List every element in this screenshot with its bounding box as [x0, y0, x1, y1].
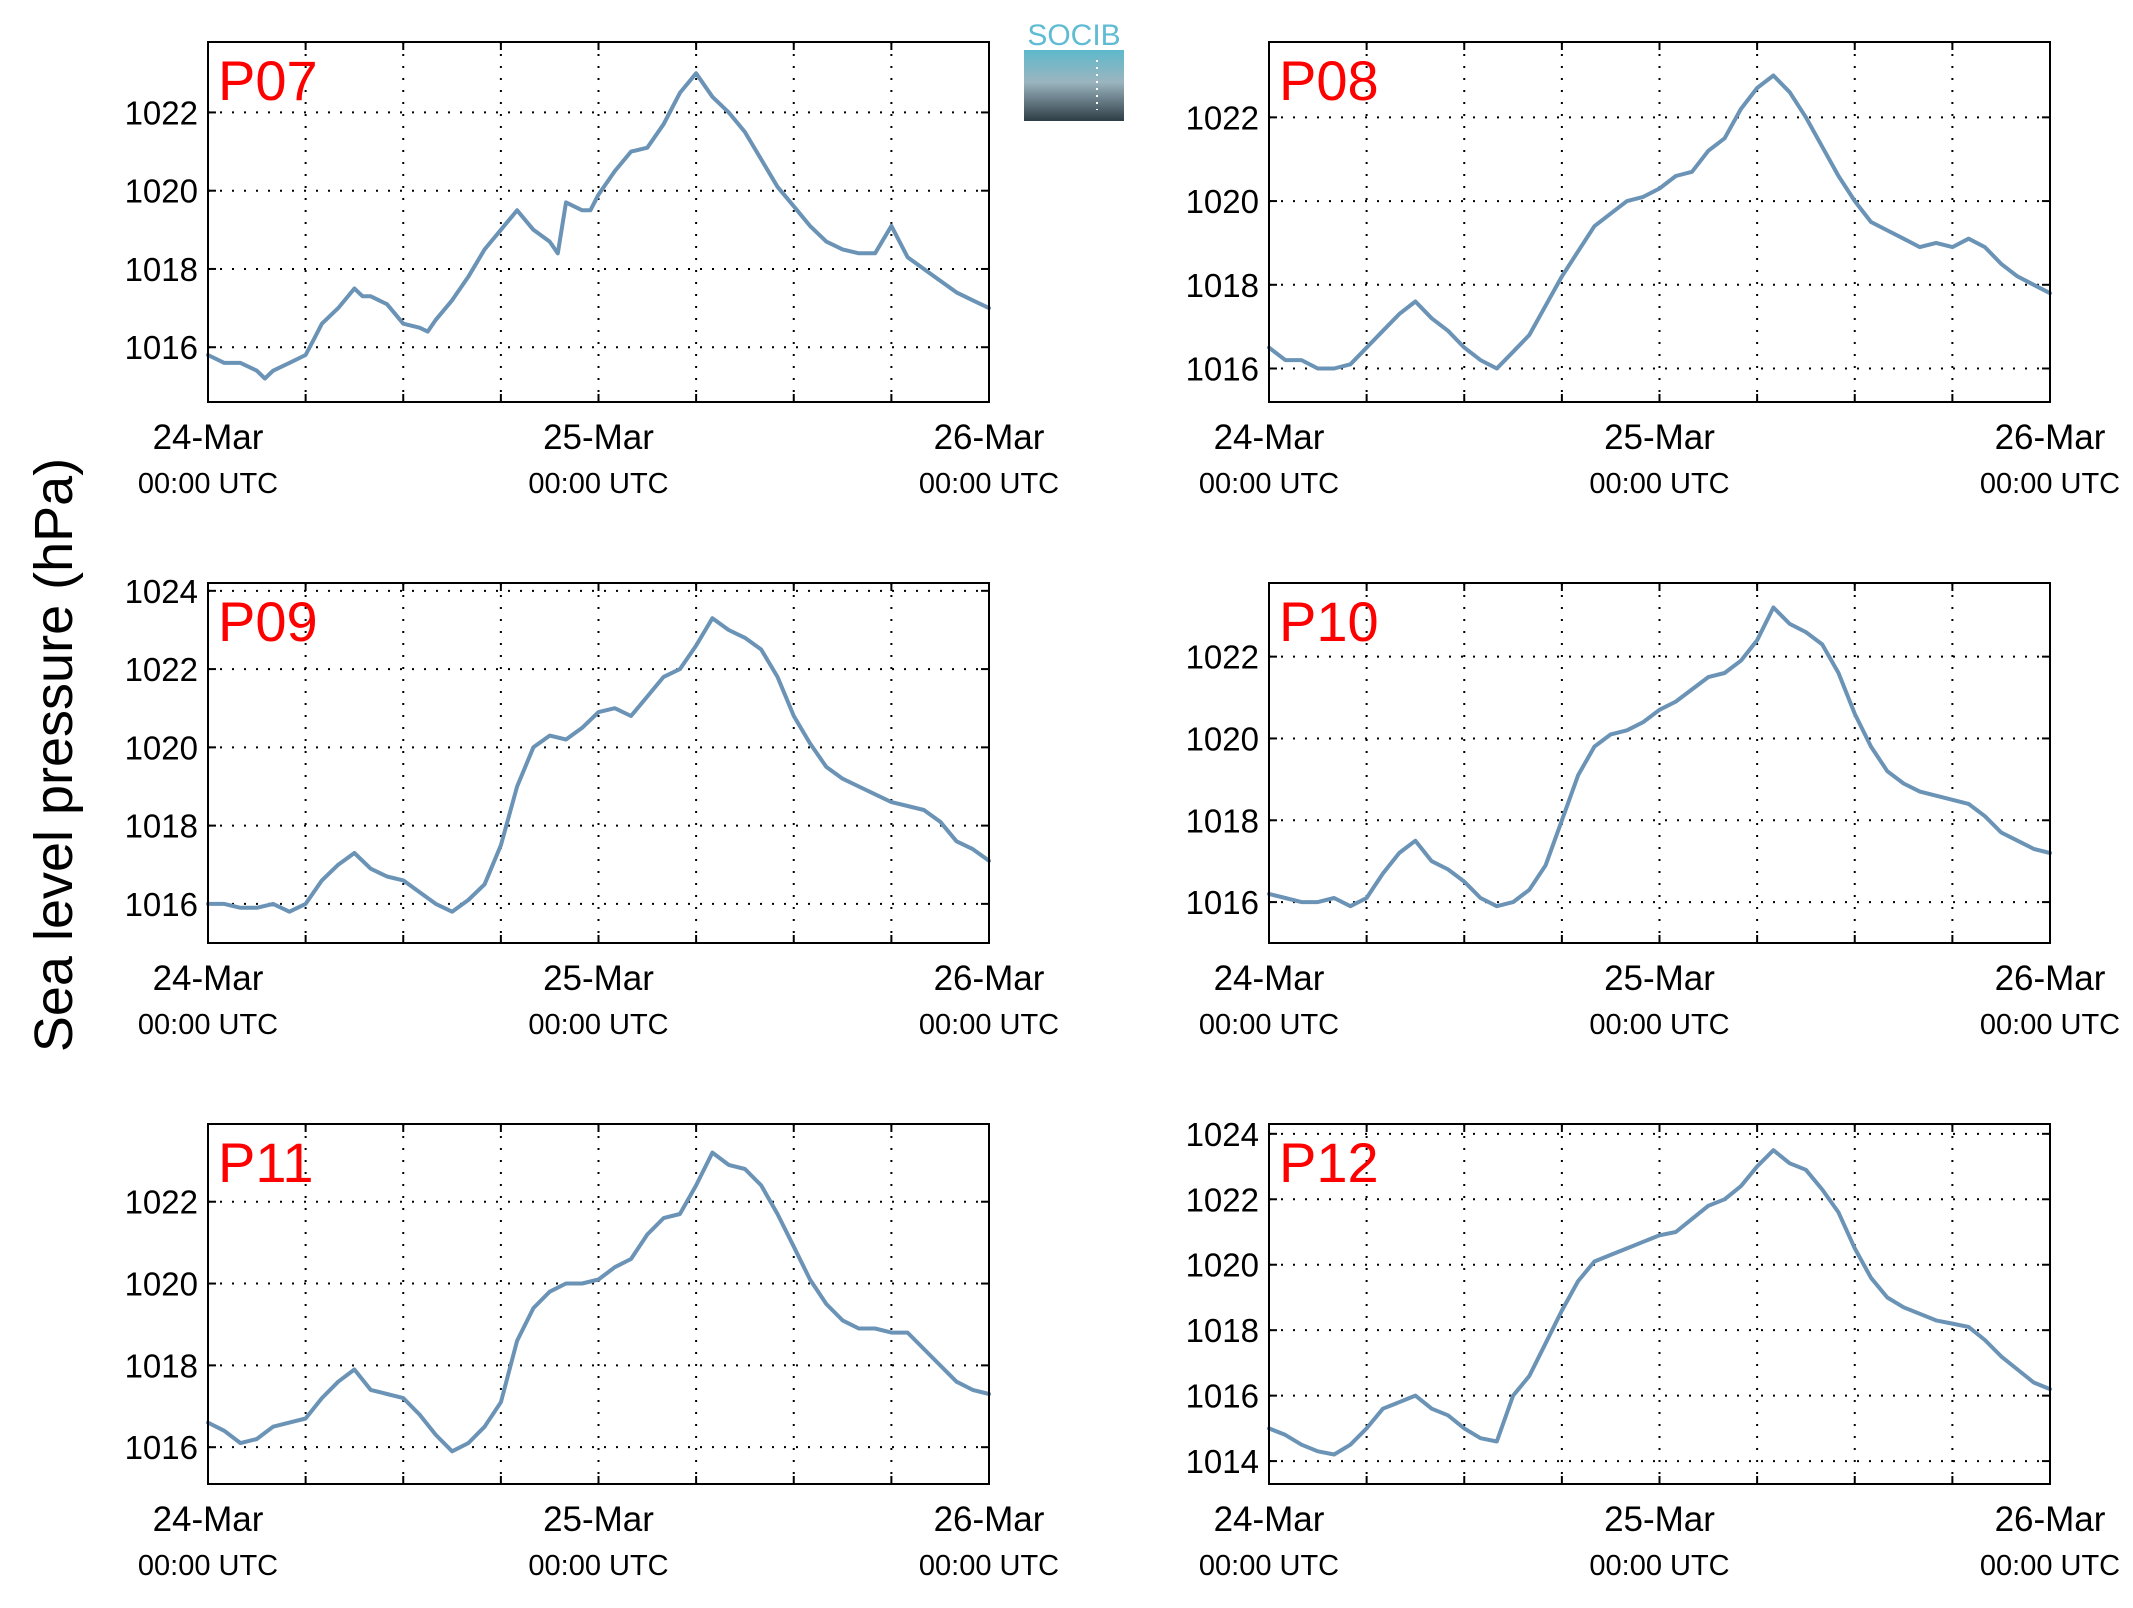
x-tick-label-day: 25-Mar [1604, 1500, 1715, 1539]
x-tick-label-time: 00:00 UTC [1199, 1550, 1339, 1582]
x-tick-label-day: 26-Mar [1995, 1500, 2106, 1539]
x-tick-label-time: 00:00 UTC [919, 1009, 1059, 1041]
series-line-p11 [206, 1150, 991, 1454]
series-line-p10 [1267, 605, 2052, 909]
x-tick-label-day: 24-Mar [1214, 959, 1325, 998]
chart-panel-p07: 1016 1018 1020 1022 P07 24-Mar 00:00 UTC 25-Mar… [125, 41, 1059, 500]
x-tick-label-day: 26-Mar [934, 959, 1045, 998]
axes-frame [207, 582, 990, 944]
y-tick-label: 1016 [125, 886, 198, 923]
x-tick-label-day: 25-Mar [1604, 418, 1715, 457]
y-tick-label: 1018 [1186, 802, 1259, 839]
x-tick-label-day: 24-Mar [153, 959, 264, 998]
x-tick-label-time: 00:00 UTC [1199, 468, 1339, 500]
x-tick-label-day: 25-Mar [1604, 959, 1715, 998]
x-tick-label-time: 00:00 UTC [528, 1009, 668, 1041]
y-axis-label: Sea level pressure (hPa) [24, 458, 84, 1052]
y-tick-label: 1016 [1186, 884, 1259, 921]
socib-logo: SOCIB [1024, 19, 1124, 121]
y-tick-label: 1018 [1186, 1312, 1259, 1349]
x-tick-label-day: 25-Mar [543, 1500, 654, 1539]
x-tick-label-day: 24-Mar [1214, 1500, 1325, 1539]
y-tick-label: 1022 [125, 94, 198, 131]
x-tick-label-time: 00:00 UTC [528, 1550, 668, 1582]
y-tick-label: 1018 [125, 251, 198, 288]
chart-panel-p08: 1016 1018 1020 1022 P08 24-Mar 00:00 UTC 25-Mar… [1186, 41, 2120, 500]
y-tick-label: 1014 [1186, 1443, 1259, 1480]
y-tick-label: 1016 [125, 329, 198, 366]
x-tick-label-time: 00:00 UTC [919, 1550, 1059, 1582]
x-tick-label-time: 00:00 UTC [138, 468, 278, 500]
panel-title: P12 [1279, 1131, 1379, 1194]
y-tick-label: 1020 [125, 1266, 198, 1303]
y-tick-label: 1020 [1186, 1247, 1259, 1284]
x-tick-label-time: 00:00 UTC [1589, 468, 1729, 500]
y-tick-label: 1022 [1186, 639, 1259, 676]
y-tick-label: 1022 [1186, 99, 1259, 136]
y-tick-label: 1016 [125, 1429, 198, 1466]
axes-frame [1268, 582, 2051, 944]
x-tick-label-time: 00:00 UTC [1199, 1009, 1339, 1041]
axes-frame [1268, 41, 2051, 403]
y-tick-label: 1018 [1186, 267, 1259, 304]
x-tick-label-day: 25-Mar [543, 959, 654, 998]
panel-title: P09 [218, 590, 318, 653]
series-line-p09 [206, 616, 991, 914]
y-tick-label: 1022 [125, 651, 198, 688]
x-tick-label-time: 00:00 UTC [1980, 1009, 2120, 1041]
x-tick-label-day: 26-Mar [934, 418, 1045, 457]
axes-frame [207, 1123, 990, 1485]
y-tick-label: 1024 [125, 573, 198, 610]
panel-title: P08 [1279, 49, 1379, 112]
logo-emblem [1024, 50, 1124, 121]
x-tick-label-time: 00:00 UTC [528, 468, 668, 500]
y-tick-label: 1022 [1186, 1181, 1259, 1218]
x-tick-label-time: 00:00 UTC [138, 1009, 278, 1041]
x-tick-label-day: 26-Mar [1995, 418, 2106, 457]
panel-title: P07 [218, 49, 318, 112]
x-tick-label-day: 26-Mar [934, 1500, 1045, 1539]
y-tick-label: 1020 [125, 729, 198, 766]
y-tick-label: 1020 [1186, 720, 1259, 757]
x-tick-label-time: 00:00 UTC [1589, 1009, 1729, 1041]
panel-title: P10 [1279, 590, 1379, 653]
x-tick-label-time: 00:00 UTC [1980, 468, 2120, 500]
chart-panel-p11: 1016 1018 1020 1022 P11 24-Mar 00:00 UTC 25-Mar… [125, 1123, 1059, 1582]
panel-title: P11 [218, 1131, 313, 1194]
x-tick-label-time: 00:00 UTC [1980, 1550, 2120, 1582]
y-tick-label: 1024 [1186, 1116, 1259, 1153]
x-tick-label-time: 00:00 UTC [919, 468, 1059, 500]
x-tick-label-time: 00:00 UTC [1589, 1550, 1729, 1582]
chart-panel-p12: 1014 1016 1018 1020 1022 1024 P12 24-Mar 00:00 U… [1186, 1116, 2121, 1582]
series-line-p12 [1267, 1148, 2052, 1457]
x-tick-label-day: 24-Mar [1214, 418, 1325, 457]
y-tick-label: 1018 [125, 1347, 198, 1384]
chart-panel-p09: 1016 1018 1020 1022 1024 P09 24-Mar 00:00 UTC 25… [125, 573, 1060, 1041]
y-tick-label: 1020 [125, 173, 198, 210]
x-tick-label-day: 25-Mar [543, 418, 654, 457]
axes-frame [1268, 1123, 2051, 1485]
x-tick-label-day: 26-Mar [1995, 959, 2106, 998]
y-tick-label: 1020 [1186, 183, 1259, 220]
x-tick-label-time: 00:00 UTC [138, 1550, 278, 1582]
x-tick-label-day: 24-Mar [153, 1500, 264, 1539]
series-line-p08 [1267, 73, 2052, 371]
axes-frame [207, 41, 990, 403]
chart-panel-p10: 1016 1018 1020 1022 P10 24-Mar 00:00 UTC 25-Mar… [1186, 582, 2120, 1041]
y-tick-label: 1022 [125, 1184, 198, 1221]
y-tick-label: 1016 [1186, 351, 1259, 388]
series-line-p07 [206, 71, 991, 381]
logo-text: SOCIB [1027, 19, 1120, 52]
y-tick-label: 1016 [1186, 1378, 1259, 1415]
x-tick-label-day: 24-Mar [153, 418, 264, 457]
y-tick-label: 1018 [125, 808, 198, 845]
